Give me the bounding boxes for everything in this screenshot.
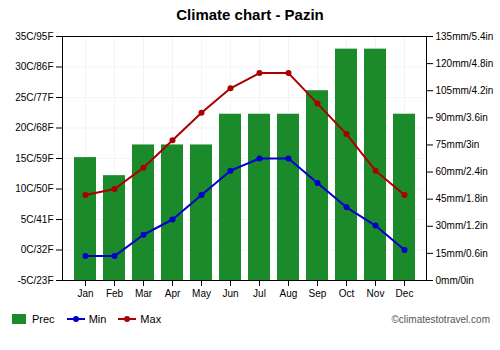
html-text:©climatestotravel.com: ©climatestotravel.com — [391, 313, 490, 325]
html-text:Min: Min — [88, 312, 107, 325]
svg-text:5C/41F: 5C/41F — [21, 214, 54, 225]
svg-text:35C/95F: 35C/95F — [15, 31, 53, 42]
svg-text:135mm/5.4in: 135mm/5.4in — [436, 31, 494, 42]
svg-text:-5C/23F: -5C/23F — [17, 275, 53, 286]
svg-text:Nov: Nov — [367, 288, 385, 299]
svg-text:120mm/4.8in: 120mm/4.8in — [436, 58, 494, 69]
svg-text:Dec: Dec — [396, 288, 414, 299]
svg-text:60mm/2.4in: 60mm/2.4in — [436, 166, 488, 177]
svg-text:Apr: Apr — [165, 288, 181, 299]
svg-text:30mm/1.2in: 30mm/1.2in — [436, 220, 488, 231]
html-text:Prec: Prec — [32, 312, 55, 325]
svg-text:90mm/3.6in: 90mm/3.6in — [436, 112, 488, 123]
svg-text:25C/77F: 25C/77F — [15, 92, 53, 103]
svg-text:Mar: Mar — [135, 288, 153, 299]
html-text:Climate chart - Pazin: Climate chart - Pazin — [176, 6, 324, 23]
svg-text:20C/68F: 20C/68F — [15, 122, 53, 133]
svg-text:May: May — [192, 288, 211, 299]
svg-text:Oct: Oct — [339, 288, 355, 299]
svg-text:0C/32F: 0C/32F — [21, 244, 54, 255]
svg-text:Feb: Feb — [106, 288, 124, 299]
svg-text:105mm/4.2in: 105mm/4.2in — [436, 85, 494, 96]
svg-text:10C/50F: 10C/50F — [15, 183, 53, 194]
svg-text:45mm/1.8in: 45mm/1.8in — [436, 193, 488, 204]
svg-text:Sep: Sep — [309, 288, 327, 299]
svg-text:Jul: Jul — [253, 288, 266, 299]
svg-text:Jun: Jun — [222, 288, 238, 299]
svg-text:30C/86F: 30C/86F — [15, 61, 53, 72]
svg-text:0mm/0in: 0mm/0in — [436, 275, 474, 286]
svg-text:15C/59F: 15C/59F — [15, 153, 53, 164]
svg-text:Aug: Aug — [280, 288, 298, 299]
svg-text:Jan: Jan — [77, 288, 93, 299]
svg-text:15mm/0.6in: 15mm/0.6in — [436, 248, 488, 259]
html-text:Max: Max — [140, 312, 162, 325]
svg-text:75mm/3in: 75mm/3in — [436, 139, 480, 150]
